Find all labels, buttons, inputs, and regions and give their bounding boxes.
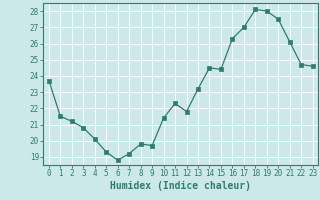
X-axis label: Humidex (Indice chaleur): Humidex (Indice chaleur) (110, 181, 251, 191)
